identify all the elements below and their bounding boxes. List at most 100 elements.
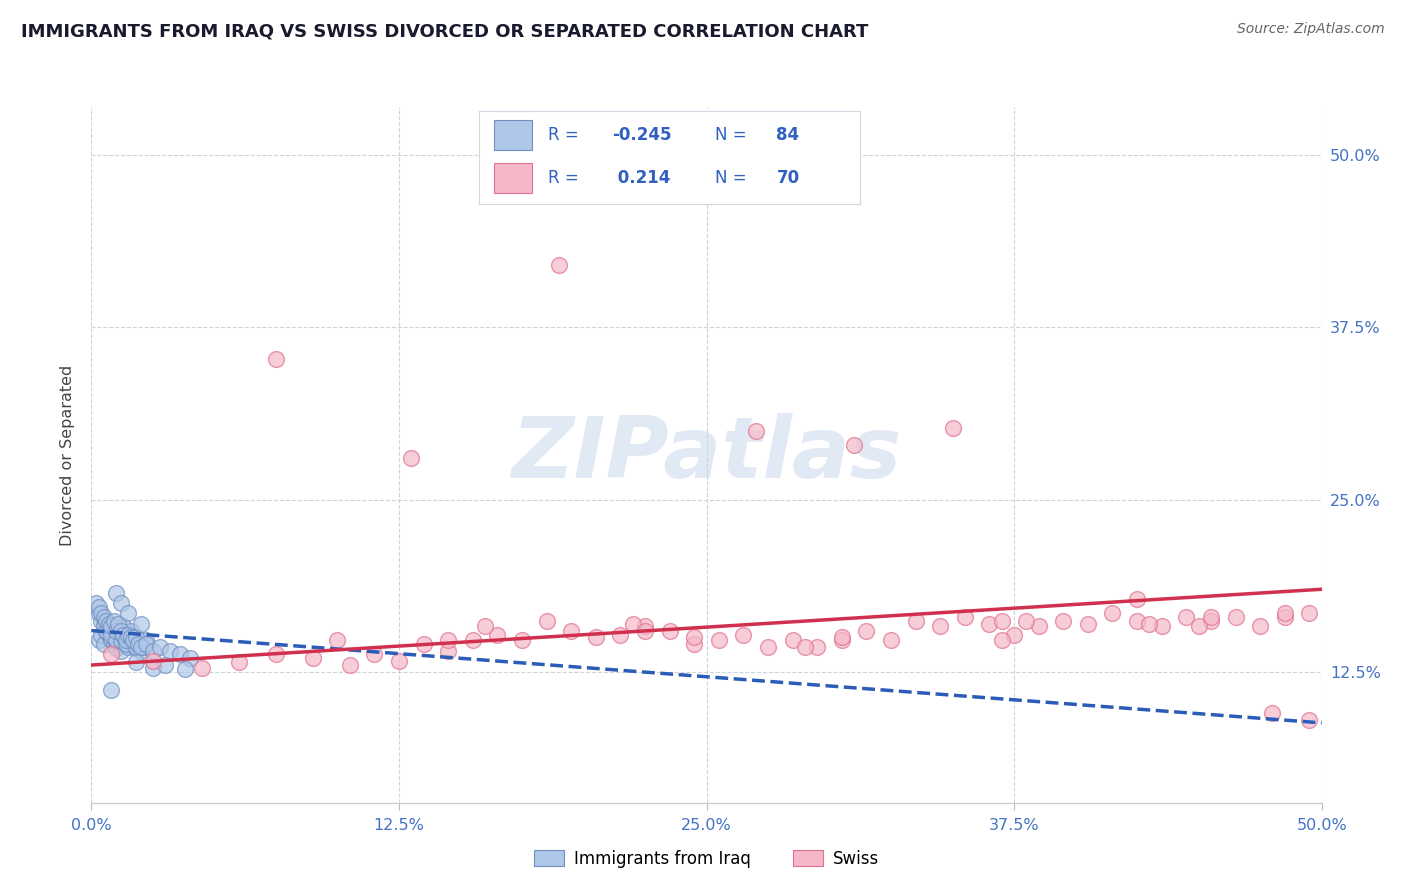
Point [782,633,804,648]
Point [124,631,146,645]
Point [90,606,112,620]
Point [756,640,779,654]
Point [96,624,117,638]
Text: 0.214: 0.214 [613,169,671,187]
Point [1126,614,1149,628]
Point [132,640,155,654]
Point [117,631,139,645]
Point [683,631,706,645]
Point [953,609,976,624]
Point [117,640,139,654]
Point [129,644,152,658]
Point [124,640,146,654]
Point [135,633,156,648]
Point [120,624,142,638]
Point [1015,614,1038,628]
Point [658,624,681,638]
Point [114,633,138,648]
Point [733,628,755,642]
FancyBboxPatch shape [494,120,533,150]
Point [127,637,149,651]
Point [1249,619,1271,633]
Point [461,633,484,648]
Point [112,628,135,642]
Point [114,637,138,651]
Point [100,628,122,642]
Point [122,633,145,648]
Point [1126,591,1149,606]
Point [105,641,127,656]
Point [301,651,323,665]
Point [93,616,115,631]
Point [103,637,125,651]
Text: 70: 70 [776,169,800,187]
Text: N =: N = [716,169,752,187]
Point [153,658,177,673]
Point [683,637,706,651]
Text: R =: R = [547,169,583,187]
Point [510,633,533,648]
Point [990,614,1012,628]
Point [536,614,558,628]
Point [1187,619,1209,633]
Point [707,633,730,648]
Point [97,616,120,631]
Point [1225,609,1247,624]
Point [486,628,509,642]
Point [142,654,165,668]
Point [880,633,903,648]
Point [110,596,132,610]
Y-axis label: Divorced or Separated: Divorced or Separated [60,364,76,546]
Point [117,631,139,645]
Point [90,628,112,642]
Point [100,633,122,648]
Point [437,633,460,648]
Point [120,633,142,648]
Point [609,628,631,642]
Point [124,655,146,669]
Point [474,619,496,633]
Point [117,628,139,642]
Text: -0.245: -0.245 [613,126,672,144]
Point [87,600,110,615]
Point [1199,614,1222,628]
Point [112,628,135,642]
Point [1150,619,1173,633]
Point [107,633,129,648]
Text: IMMIGRANTS FROM IRAQ VS SWISS DIVORCED OR SEPARATED CORRELATION CHART: IMMIGRANTS FROM IRAQ VS SWISS DIVORCED O… [21,22,869,40]
Point [96,624,117,638]
Point [87,633,110,648]
Point [1002,628,1025,642]
Point [191,661,214,675]
Point [1077,616,1099,631]
Point [97,628,120,642]
Point [560,624,582,638]
Point [412,637,434,651]
Point [114,637,138,651]
Point [117,606,139,620]
Point [634,624,657,638]
Point [110,624,132,638]
Point [96,614,117,628]
Point [100,624,122,638]
Point [129,637,152,651]
Point [110,644,132,658]
Text: ZIPatlas: ZIPatlas [512,413,901,497]
Point [103,628,125,642]
Point [1175,609,1198,624]
Point [93,637,115,651]
Point [105,624,127,638]
Point [112,631,135,645]
Point [97,616,120,631]
Point [437,644,460,658]
Point [107,616,129,631]
Point [103,614,125,628]
Point [228,655,250,669]
Point [159,644,181,658]
Point [1298,606,1320,620]
Point [179,651,201,665]
Point [110,633,132,648]
Point [1298,713,1320,727]
Point [339,658,361,673]
Point [105,586,127,600]
